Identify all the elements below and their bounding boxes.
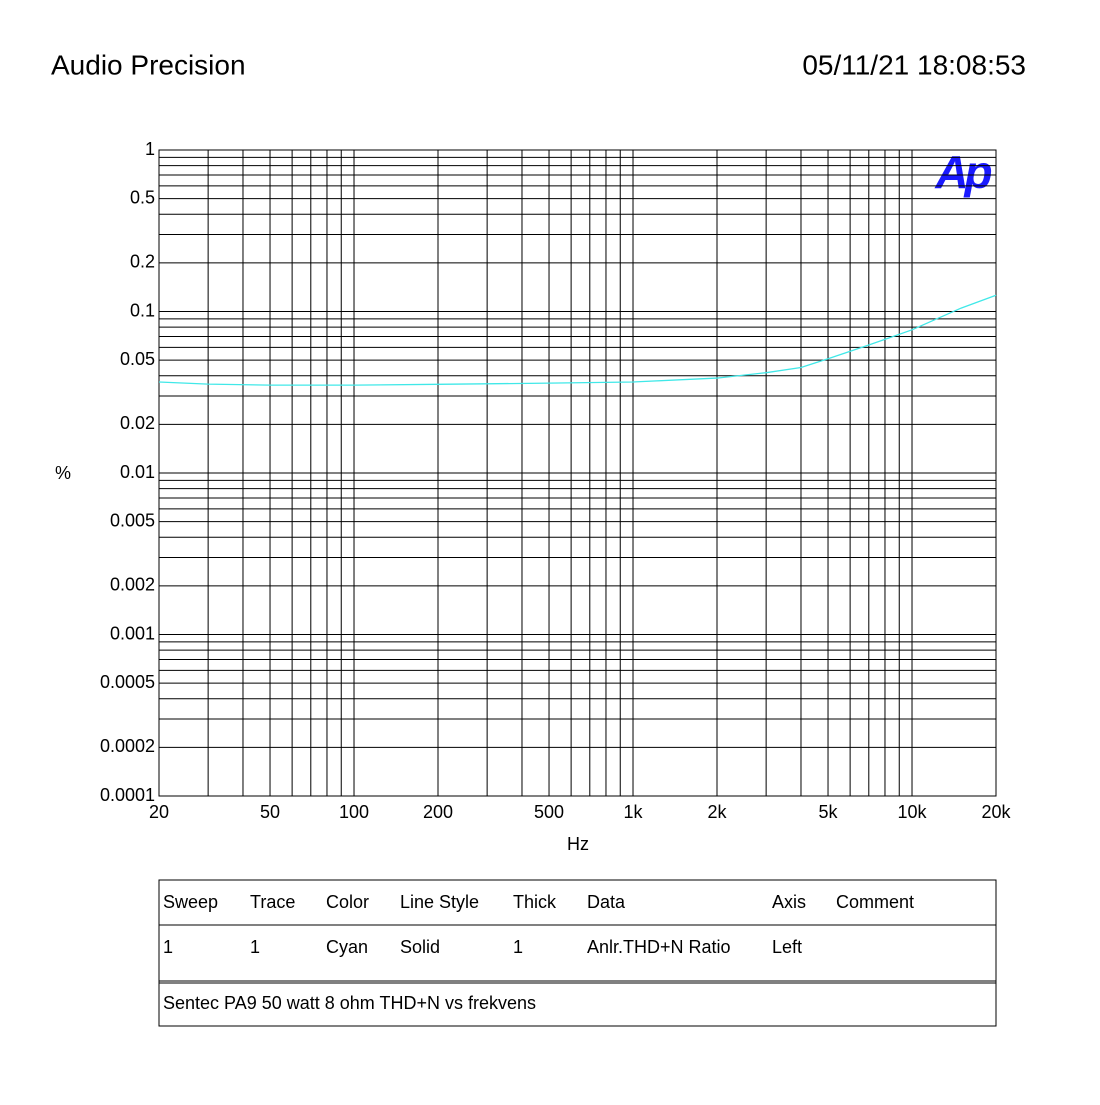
table-cell: Left [772,937,802,957]
y-tick-label: 0.005 [110,510,155,530]
x-tick-label: 100 [339,802,369,822]
y-tick-label: 0.5 [130,187,155,207]
table-cell: Solid [400,937,440,957]
y-tick-label: 0.0002 [100,736,155,756]
header-timestamp: 05/11/21 18:08:53 [802,49,1026,80]
table-comment: Sentec PA9 50 watt 8 ohm THD+N vs frekve… [163,993,536,1013]
header-title: Audio Precision [51,49,246,80]
y-tick-label: 0.02 [120,413,155,433]
table-header: Sweep [163,892,218,912]
table-header: Comment [836,892,914,912]
y-tick-label: 0.1 [130,300,155,320]
legend-table-frame [158,879,997,1027]
data-line [158,294,997,386]
table-cell: 1 [163,937,173,957]
x-tick-label: 200 [423,802,453,822]
y-tick-label: 1 [145,139,155,159]
table-header: Axis [772,892,806,912]
table-header: Color [326,892,369,912]
y-tick-label: 0.0001 [100,785,155,805]
logo: Ap [934,146,991,198]
y-tick-label: 0.01 [120,462,155,482]
table-cell: Cyan [326,937,368,957]
x-tick-label: 50 [260,802,280,822]
x-tick-label: 1k [624,802,644,822]
y-tick-label: 0.001 [110,623,155,643]
x-tick-label: 20k [981,802,1011,822]
x-tick-label: 2k [707,802,727,822]
y-tick-label: 0.0005 [100,672,155,692]
table-header: Data [587,892,626,912]
y-tick-label: 0.05 [120,349,155,369]
x-axis-label: Hz [567,834,589,854]
y-tick-label: 0.2 [130,252,155,272]
table-cell: Anlr.THD+N Ratio [587,937,731,957]
x-tick-label: 10k [897,802,927,822]
x-tick-label: 20 [149,802,169,822]
table-header: Line Style [400,892,479,912]
x-tick-label: 500 [534,802,564,822]
table-header: Trace [250,892,295,912]
table-cell: 1 [513,937,523,957]
table-cell: 1 [250,937,260,957]
y-axis-label: % [55,463,71,483]
x-tick-label: 5k [819,802,839,822]
table-header: Thick [513,892,557,912]
y-tick-label: 0.002 [110,575,155,595]
